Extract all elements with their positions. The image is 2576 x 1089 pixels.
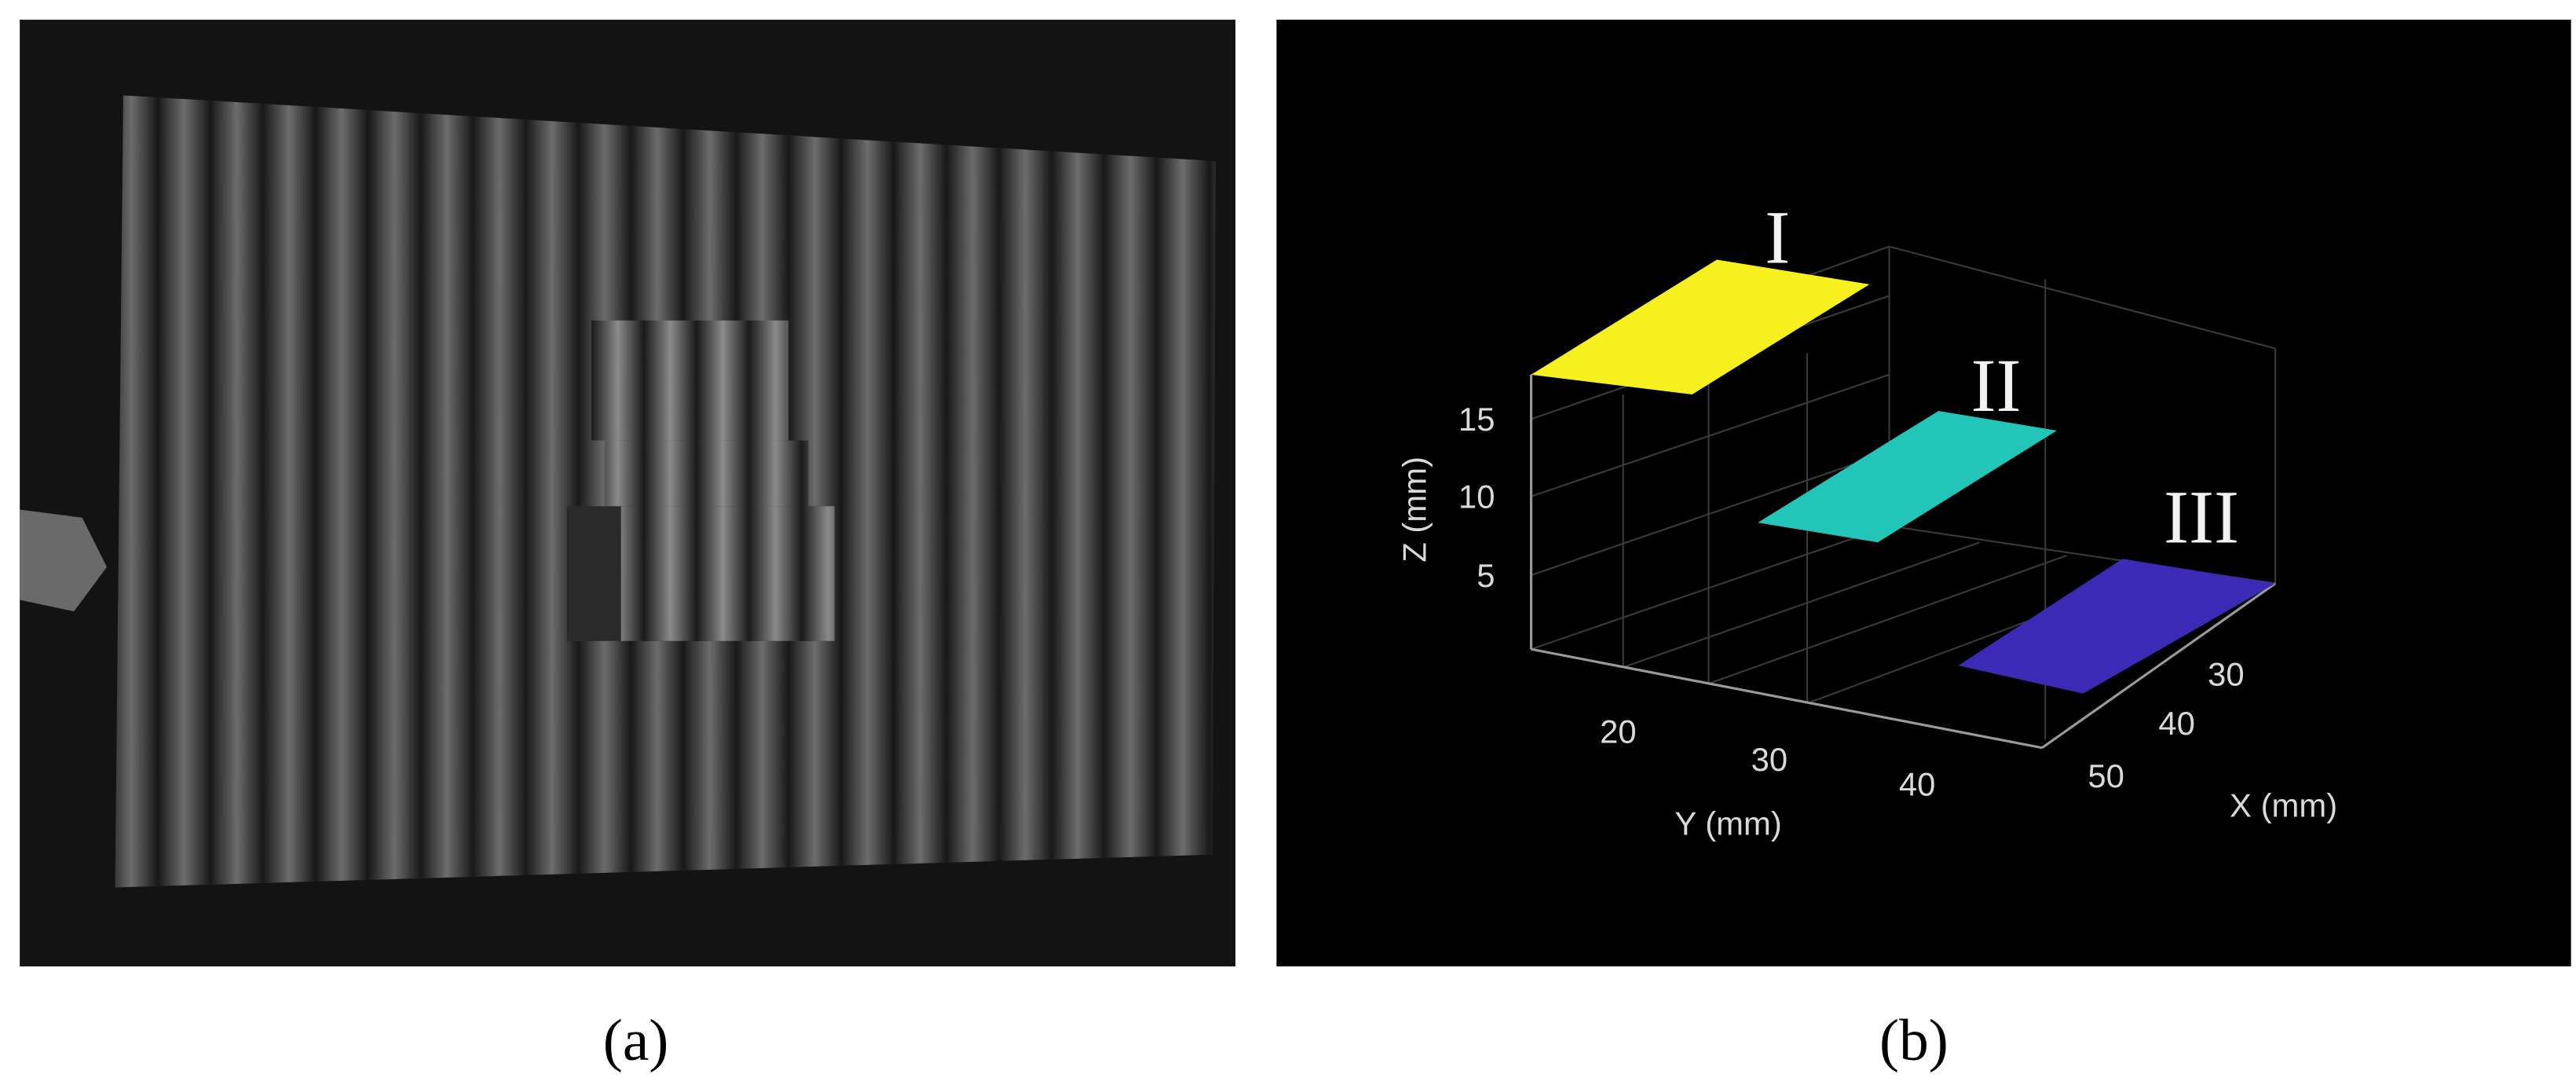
x-tick-label: 50 bbox=[2088, 757, 2124, 794]
plot-panel: I II III 15 10 5 20 30 40 30 40 50 Z (mm… bbox=[1276, 20, 2571, 966]
z-tick-label: 10 bbox=[1458, 478, 1495, 515]
step-block bbox=[591, 320, 789, 441]
step-block bbox=[604, 440, 809, 507]
step-block bbox=[620, 506, 835, 641]
x-axis-label: X (mm) bbox=[2230, 787, 2337, 824]
y-axis-label: Y (mm) bbox=[1674, 805, 1781, 842]
z-tick-label: 5 bbox=[1476, 557, 1495, 594]
x-tick-label: 40 bbox=[2158, 705, 2195, 742]
surface-i bbox=[1531, 259, 1870, 395]
surface-label: III bbox=[2164, 475, 2239, 559]
z-tick-label: 15 bbox=[1458, 401, 1495, 438]
edge-object bbox=[20, 509, 108, 612]
photo-panel bbox=[20, 20, 1236, 966]
surface-label: II bbox=[1971, 343, 2022, 427]
surface-ii bbox=[1758, 410, 2057, 543]
y-tick-label: 30 bbox=[1751, 741, 1788, 778]
panel-caption: (a) bbox=[603, 1008, 669, 1073]
axes bbox=[1530, 374, 2277, 750]
surface-label: I bbox=[1765, 196, 1790, 280]
x-tick-label: 30 bbox=[2208, 655, 2245, 692]
y-tick-label: 40 bbox=[1899, 765, 1936, 802]
surface-iii bbox=[1958, 559, 2276, 694]
z-axis-label: Z (mm) bbox=[1396, 456, 1433, 563]
panel-caption: (b) bbox=[1879, 1008, 1948, 1073]
y-tick-label: 20 bbox=[1600, 713, 1637, 750]
